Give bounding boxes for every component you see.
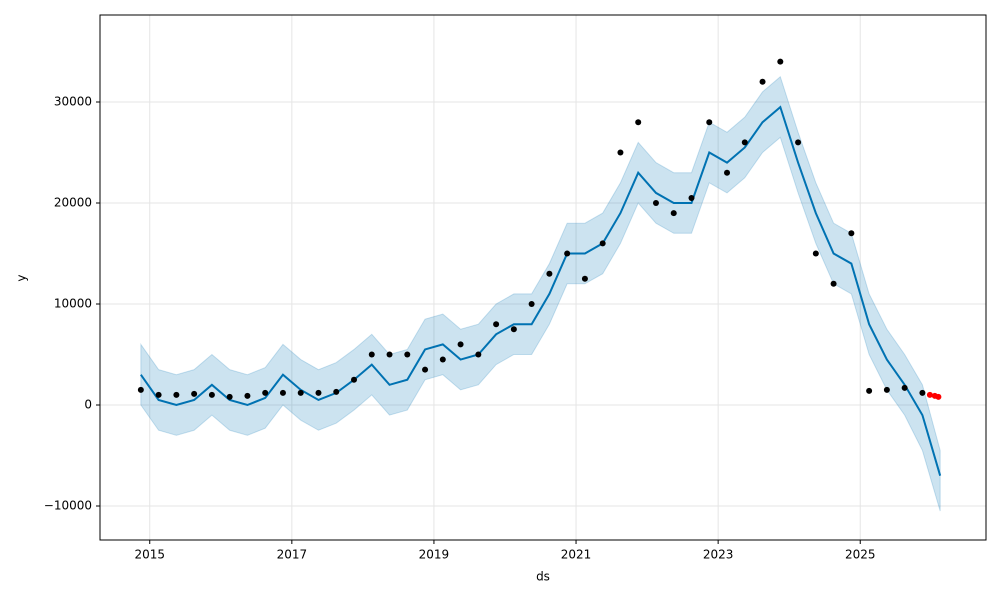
observed-point xyxy=(155,391,162,398)
x-tick-label: 2025 xyxy=(845,548,876,562)
observed-point xyxy=(564,250,571,257)
observed-point xyxy=(599,240,606,247)
observed-point xyxy=(244,392,251,399)
observed-point xyxy=(652,200,659,207)
observed-point xyxy=(137,386,144,393)
observed-point xyxy=(297,389,304,396)
observed-point xyxy=(262,389,269,396)
observed-point xyxy=(777,58,784,65)
uncertainty-band xyxy=(140,75,941,512)
plot-frame xyxy=(99,14,987,541)
observed-point xyxy=(475,351,482,358)
x-tick-label: 2023 xyxy=(703,548,734,562)
observed-point xyxy=(741,139,748,146)
observed-point xyxy=(279,389,286,396)
observed-point xyxy=(457,341,464,348)
y-tick-label: 30000 xyxy=(54,95,92,109)
observed-point xyxy=(386,351,393,358)
observed-point xyxy=(866,387,873,394)
observed-point xyxy=(226,393,233,400)
observed-point xyxy=(493,321,500,328)
x-tick-label: 2019 xyxy=(419,548,450,562)
observed-point xyxy=(670,210,677,217)
forecast-line xyxy=(140,105,942,476)
observed-point xyxy=(315,389,322,396)
observed-point xyxy=(208,391,215,398)
observed-point xyxy=(422,366,429,373)
observed-point xyxy=(333,388,340,395)
observed-point xyxy=(830,280,837,287)
y-tick-label: −10000 xyxy=(44,499,92,513)
x-axis-label: ds xyxy=(536,570,550,584)
observed-point xyxy=(581,275,588,282)
observed-point xyxy=(546,270,553,277)
observed-point xyxy=(901,384,908,391)
observed-point xyxy=(173,391,180,398)
observed-point xyxy=(351,376,358,383)
observed-point xyxy=(759,78,766,85)
observed-point xyxy=(883,386,890,393)
x-tick-label: 2015 xyxy=(134,548,165,562)
observed-point xyxy=(191,390,198,397)
recent-point xyxy=(926,391,933,398)
observed-point xyxy=(919,389,926,396)
y-axis-label: y xyxy=(15,274,29,281)
observed-point xyxy=(617,149,624,156)
x-tick-label: 2021 xyxy=(561,548,592,562)
x-tick-label: 2017 xyxy=(277,548,308,562)
recent-point xyxy=(935,393,942,400)
observed-point xyxy=(404,351,411,358)
observed-point xyxy=(724,169,731,176)
observed-point xyxy=(706,119,713,126)
observed-point xyxy=(368,351,375,358)
observed-point xyxy=(439,356,446,363)
y-tick-label: 20000 xyxy=(54,196,92,210)
observed-point xyxy=(812,250,819,257)
observed-point xyxy=(795,139,802,146)
y-tick-label: 0 xyxy=(84,398,92,412)
y-tick-label: 10000 xyxy=(54,297,92,311)
observed-point xyxy=(510,326,517,333)
observed-point xyxy=(635,119,642,126)
observed-point xyxy=(688,194,695,201)
observed-point xyxy=(528,301,535,308)
observed-point xyxy=(848,230,855,237)
